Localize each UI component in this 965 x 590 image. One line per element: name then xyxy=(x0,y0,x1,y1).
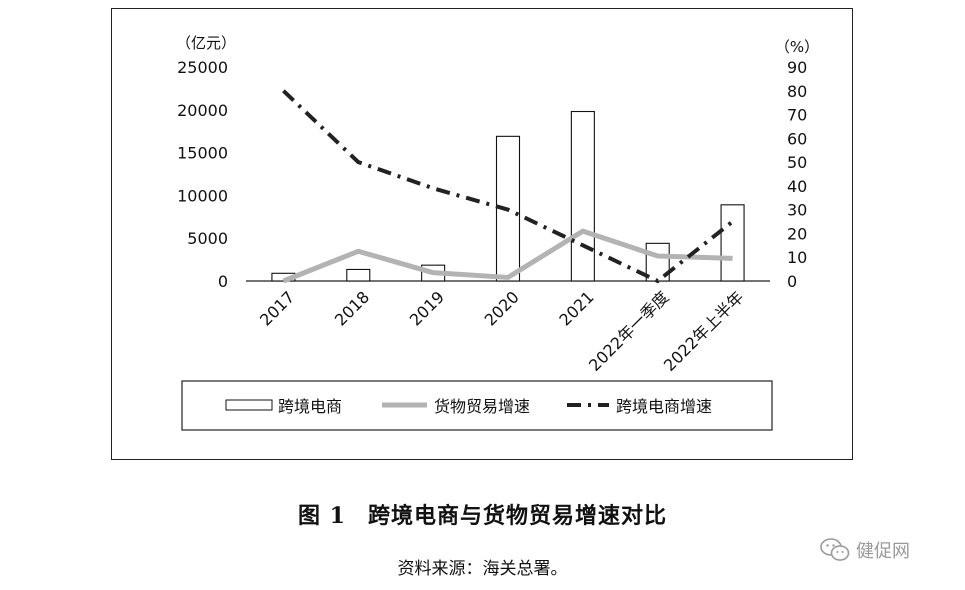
figure-caption: 图 1 跨境电商与货物贸易增速对比 xyxy=(0,498,965,530)
right-axis-unit: （%） xyxy=(775,38,819,56)
y-right-tick-label: 10 xyxy=(787,248,807,267)
y-left-tick-label: 25000 xyxy=(177,58,228,77)
x-category-label: 2020 xyxy=(481,287,523,329)
legend-bar-label: 跨境电商 xyxy=(278,397,342,416)
legend-trade-growth-label: 货物贸易增速 xyxy=(434,397,530,416)
left-axis-unit: （亿元） xyxy=(176,34,236,52)
watermark: 健促网 xyxy=(820,535,950,565)
legend-item-ec-growth: 跨境电商增速 xyxy=(567,397,712,416)
y-right-tick-label: 90 xyxy=(787,58,807,77)
figure-number: 图 1 xyxy=(298,503,346,529)
legend-bar-swatch xyxy=(225,399,273,411)
line-trade-growth xyxy=(282,228,733,284)
x-category-label: 2018 xyxy=(331,287,373,329)
x-category-label: 2022年上半年 xyxy=(660,287,747,374)
legend-item-bar: 跨境电商 xyxy=(225,397,342,416)
bar-2022年上半年 xyxy=(720,204,745,282)
chart-plot: （亿元） （%） 0 5000 10000 15000 20000 25000 0 10 20… xyxy=(176,34,819,431)
y-right-tick-label: 80 xyxy=(787,82,807,101)
y-right-tick-label: 50 xyxy=(787,153,807,172)
line-ec-growth xyxy=(282,89,734,284)
source-note: 资料来源：海关总署。 xyxy=(397,559,568,579)
y-right-tick-label: 60 xyxy=(787,129,807,148)
legend-ec-growth-label: 跨境电商增速 xyxy=(616,397,712,416)
y-left-tick-label: 15000 xyxy=(177,144,228,163)
y-right-tick-label: 0 xyxy=(787,272,797,291)
y-left-tick-label: 20000 xyxy=(177,101,228,120)
chart-frame xyxy=(111,8,853,460)
watermark-text: 健促网 xyxy=(856,541,910,562)
y-right-tick-label: 40 xyxy=(787,177,807,196)
x-category-label: 2017 xyxy=(256,287,298,329)
wechat-icon xyxy=(820,538,850,561)
y-left-tick-label: 10000 xyxy=(177,186,228,205)
y-right-tick-label: 70 xyxy=(787,106,807,125)
figure-title: 跨境电商与货物贸易增速对比 xyxy=(367,503,667,529)
x-category-label: 2021 xyxy=(555,287,597,329)
bar-2021 xyxy=(570,110,595,282)
y-left-tick-label: 5000 xyxy=(187,229,228,248)
bar-2018 xyxy=(346,268,371,282)
y-right-tick-label: 30 xyxy=(787,201,807,220)
y-right-tick-label: 20 xyxy=(787,224,807,243)
y-left-tick-label: 0 xyxy=(218,272,228,291)
legend-item-trade-growth: 货物贸易增速 xyxy=(382,397,530,416)
legend: 跨境电商 货物贸易增速 跨境电商增速 xyxy=(181,380,773,431)
x-category-label: 2019 xyxy=(406,287,448,329)
